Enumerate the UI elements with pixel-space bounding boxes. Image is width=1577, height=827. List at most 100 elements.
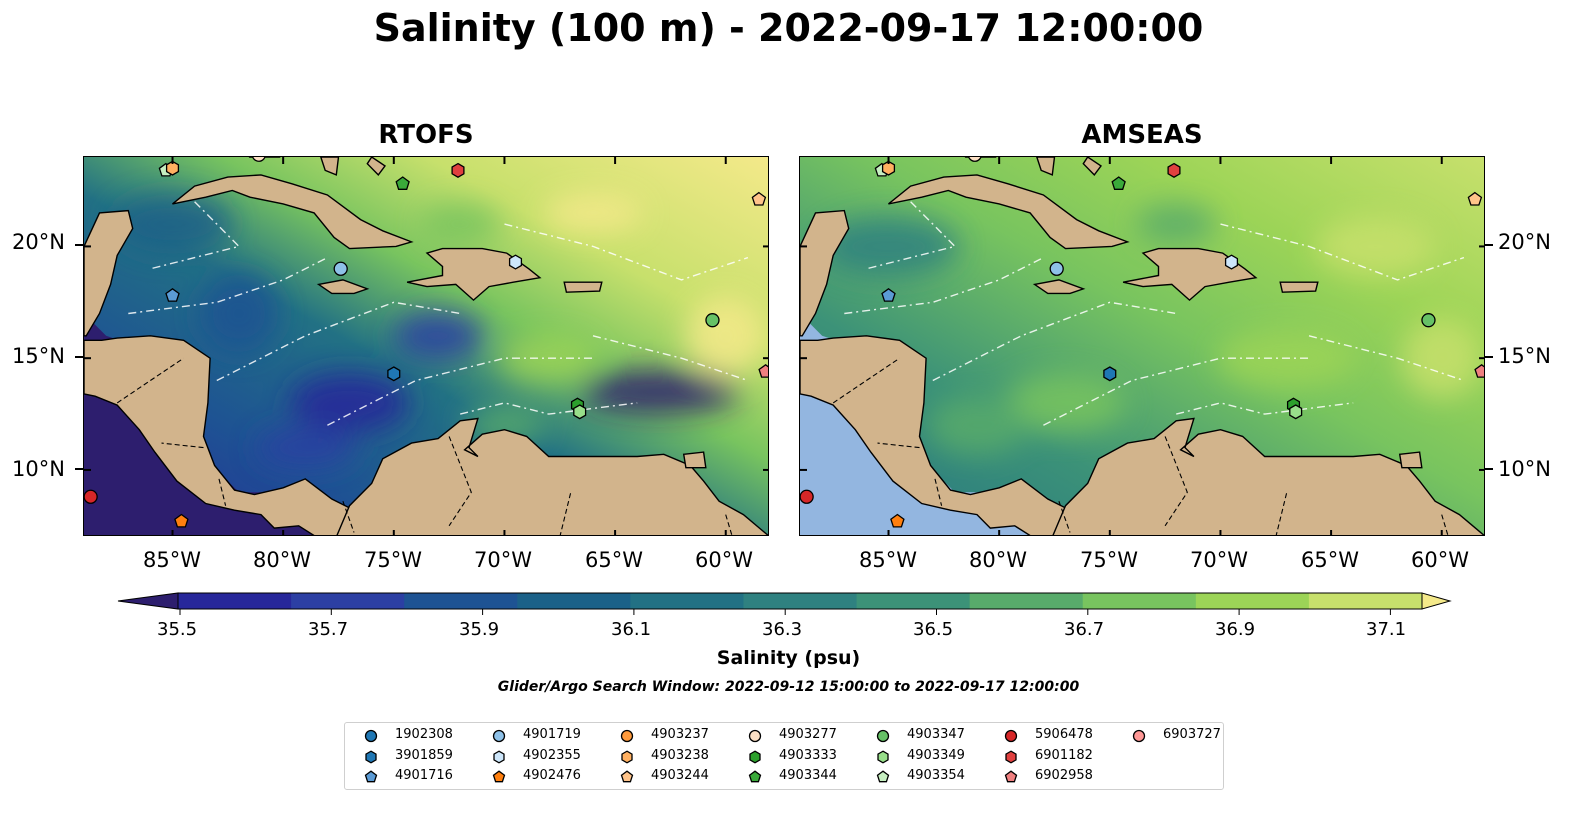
float-marker-4901716[interactable] bbox=[165, 287, 180, 302]
colorbar-tick-label: 37.1 bbox=[1366, 619, 1407, 640]
colorbar-tick-label: 36.3 bbox=[762, 619, 803, 640]
legend-marker-4902355[interactable] bbox=[493, 749, 505, 764]
legend-marker-4901716[interactable] bbox=[364, 770, 378, 783]
circle-marker-icon bbox=[364, 729, 378, 743]
float-marker-4903244[interactable] bbox=[751, 191, 767, 206]
float-marker-3901859[interactable] bbox=[387, 366, 401, 382]
float-marker-6902958[interactable] bbox=[758, 363, 769, 378]
legend-marker-4903238[interactable] bbox=[621, 749, 633, 764]
legend-label: 4903354 bbox=[907, 768, 965, 783]
legend-marker-4901719[interactable] bbox=[492, 729, 506, 743]
float-legend: 1902308 3901859 4901716 4901719 4902355 49024… bbox=[344, 722, 1224, 790]
legend-marker-4903333[interactable] bbox=[749, 749, 761, 764]
legend-label: 6903727 bbox=[1163, 727, 1221, 742]
lat-tick-label: 15°N bbox=[1498, 344, 1551, 368]
lat-tick-label: 20°N bbox=[1498, 230, 1551, 254]
hexagon-marker-icon bbox=[493, 749, 505, 764]
float-marker-6901182[interactable] bbox=[1167, 162, 1181, 178]
panel-title-amseas: AMSEAS bbox=[1081, 120, 1203, 150]
lat-tick bbox=[75, 244, 83, 247]
lat-tick bbox=[1485, 244, 1493, 247]
float-marker-5906478[interactable] bbox=[84, 489, 98, 504]
float-marker-5906478[interactable] bbox=[800, 489, 814, 504]
legend-marker-4903349[interactable] bbox=[877, 749, 889, 764]
colorbar-tick-label: 36.7 bbox=[1064, 619, 1105, 640]
legend-marker-4903347[interactable] bbox=[876, 729, 890, 743]
float-marker-4902476[interactable] bbox=[890, 513, 905, 528]
float-marker-3901859[interactable] bbox=[1103, 366, 1117, 382]
legend-marker-4903244[interactable] bbox=[620, 770, 634, 783]
circle-marker-icon bbox=[748, 729, 762, 743]
lon-tick-label: 65°W bbox=[1301, 548, 1359, 572]
circle-marker-icon bbox=[1004, 729, 1018, 743]
legend-marker-1902308[interactable] bbox=[364, 729, 378, 743]
legend-label: 4903347 bbox=[907, 727, 965, 742]
legend-marker-3901859[interactable] bbox=[365, 749, 377, 764]
legend-marker-4903277[interactable] bbox=[748, 729, 762, 743]
colorbar-tick-label: 35.9 bbox=[459, 619, 500, 640]
map-panel-rtofs[interactable] bbox=[83, 156, 769, 536]
colorbar-tick-label: 35.7 bbox=[308, 619, 349, 640]
colorbar-title: Salinity (psu) bbox=[716, 647, 861, 669]
lon-tick-label: 75°W bbox=[1080, 548, 1138, 572]
legend-marker-4903354[interactable] bbox=[876, 770, 890, 783]
float-marker-4903347[interactable] bbox=[1421, 313, 1436, 328]
colorbar-tick-label: 36.1 bbox=[611, 619, 652, 640]
float-marker-4903277[interactable] bbox=[968, 157, 982, 162]
float-marker-4901716[interactable] bbox=[881, 287, 896, 302]
float-marker-4903238[interactable] bbox=[881, 160, 896, 176]
legend-label: 3901859 bbox=[395, 747, 453, 763]
legend-marker-4903237[interactable] bbox=[620, 729, 634, 743]
lon-tick-label: 70°W bbox=[1190, 548, 1248, 572]
float-marker-4903347[interactable] bbox=[705, 313, 720, 328]
circle-marker-icon bbox=[620, 729, 634, 743]
legend-marker-5906478[interactable] bbox=[1004, 729, 1018, 743]
lon-tick-label: 85°W bbox=[859, 548, 917, 572]
float-marker-4902355[interactable] bbox=[1224, 254, 1239, 270]
float-marker-6902958[interactable] bbox=[1474, 363, 1485, 378]
pentagon-marker-icon bbox=[364, 770, 378, 783]
search-window-caption: Glider/Argo Search Window: 2022-09-12 15… bbox=[497, 679, 1080, 695]
panel-title-rtofs: RTOFS bbox=[378, 120, 474, 150]
legend-label: 4902355 bbox=[523, 747, 581, 763]
pentagon-marker-icon bbox=[620, 770, 634, 783]
lat-tick-label: 10°N bbox=[1498, 457, 1551, 481]
float-marker-4903349[interactable] bbox=[1289, 404, 1303, 420]
colorbar-tick-label: 35.5 bbox=[157, 619, 198, 640]
hexagon-marker-icon bbox=[749, 749, 761, 764]
float-marker-4902476[interactable] bbox=[174, 513, 189, 528]
float-marker-6901182[interactable] bbox=[451, 162, 465, 178]
circle-marker-icon bbox=[492, 729, 506, 743]
lat-tick-label: 20°N bbox=[12, 230, 65, 254]
legend-label: 5906478 bbox=[1035, 727, 1093, 742]
lat-tick bbox=[75, 467, 83, 470]
legend-marker-6901182[interactable] bbox=[1005, 749, 1017, 764]
lat-tick-label: 10°N bbox=[12, 457, 65, 481]
map-panel-amseas[interactable] bbox=[799, 156, 1485, 536]
lon-tick-label: 75°W bbox=[364, 548, 422, 572]
circle-marker-icon bbox=[1132, 729, 1146, 743]
hexagon-marker-icon bbox=[877, 749, 889, 764]
legend-marker-4902476[interactable] bbox=[492, 770, 506, 783]
colorbar-tick-label: 36.9 bbox=[1215, 619, 1256, 640]
legend-marker-6903727[interactable] bbox=[1132, 729, 1146, 743]
lon-tick-label: 85°W bbox=[143, 548, 201, 572]
figure-title: Salinity (100 m) - 2022-09-17 12:00:00 bbox=[373, 6, 1204, 50]
float-marker-4903238[interactable] bbox=[165, 160, 180, 176]
legend-marker-6902958[interactable] bbox=[1004, 770, 1018, 783]
float-marker-4902355[interactable] bbox=[508, 254, 523, 270]
float-marker-4901719[interactable] bbox=[333, 261, 348, 276]
float-marker-4903277[interactable] bbox=[252, 157, 266, 162]
legend-label: 4903244 bbox=[651, 768, 709, 783]
float-marker-4903244[interactable] bbox=[1467, 191, 1483, 206]
colorbar-tick-label: 36.5 bbox=[913, 619, 954, 640]
float-marker-4903349[interactable] bbox=[573, 404, 587, 420]
legend-label: 4901719 bbox=[523, 727, 581, 742]
float-marker-4903344[interactable] bbox=[395, 176, 410, 190]
float-marker-4903344[interactable] bbox=[1111, 176, 1126, 190]
float-marker-4901719[interactable] bbox=[1049, 261, 1064, 276]
lon-tick-label: 65°W bbox=[585, 548, 643, 572]
legend-marker-4903344[interactable] bbox=[748, 770, 762, 783]
lon-tick-label: 60°W bbox=[1411, 548, 1469, 572]
legend-label: 4903333 bbox=[779, 747, 837, 763]
